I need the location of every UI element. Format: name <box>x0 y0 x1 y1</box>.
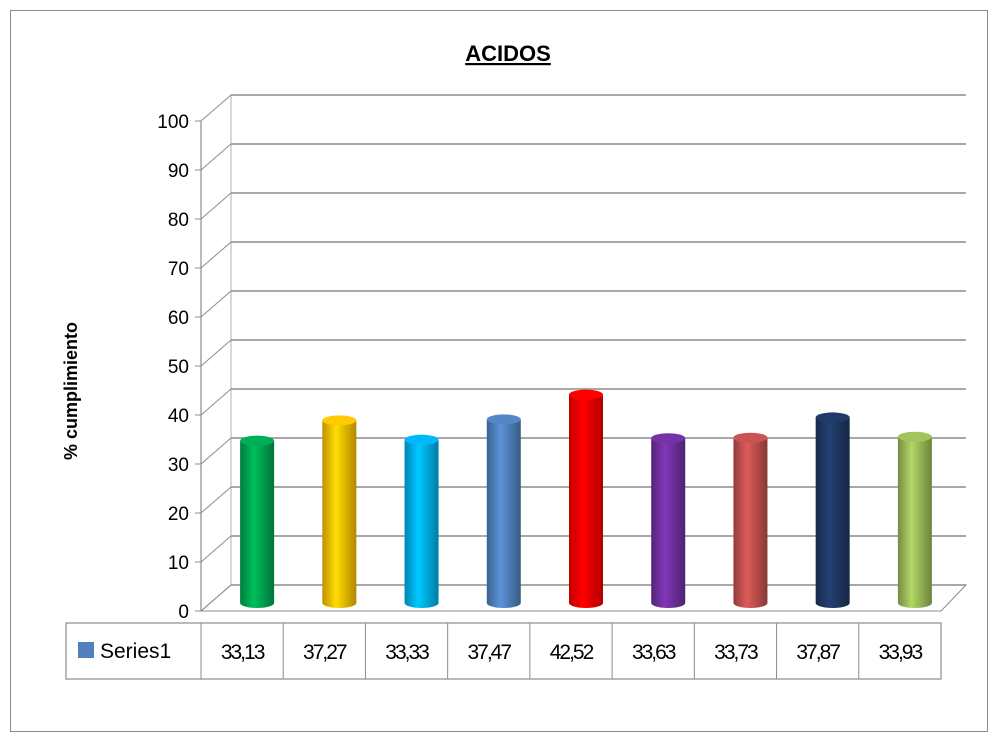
bar-body <box>569 394 603 608</box>
bar-layer <box>240 389 932 608</box>
bar <box>322 415 357 608</box>
gridline-depth <box>200 143 232 171</box>
bar <box>404 434 439 608</box>
bar-top <box>322 415 357 426</box>
bar-body <box>815 417 850 608</box>
y-tick-label: 100 <box>157 112 189 133</box>
gridline-depth <box>200 535 232 563</box>
bar <box>486 414 521 608</box>
chart-svg: 0 10 20 30 40 50 60 70 80 90 100 Series1 33,13 37,27… <box>61 41 968 680</box>
y-tick-label: 30 <box>168 455 189 476</box>
y-tick-label: 50 <box>168 357 189 378</box>
table-value: 37,47 <box>467 641 511 664</box>
bar <box>240 435 275 608</box>
chart-area: 0 10 20 30 40 50 60 70 80 90 100 Series1 33,13 37,27… <box>10 10 988 732</box>
data-table: Series1 33,13 37,27 33,33 37,47 42,52 33,63 33,… <box>65 622 942 680</box>
y-tick-label: 10 <box>168 553 189 574</box>
bar <box>897 431 932 608</box>
bar-top <box>733 432 768 443</box>
bar-body <box>733 437 768 608</box>
gridline-depth <box>200 192 232 220</box>
floor <box>199 584 968 612</box>
bar-body <box>240 440 275 608</box>
y-tick-label: 90 <box>168 161 189 182</box>
bar-body <box>651 438 686 608</box>
table-value: 33,63 <box>632 641 676 664</box>
bar-body <box>322 420 357 608</box>
chart-title: ACIDOS <box>465 41 551 66</box>
table-value: 37,87 <box>796 641 840 664</box>
table-value: 33,33 <box>385 641 429 664</box>
bar-body <box>404 439 439 608</box>
bar <box>569 389 603 608</box>
table-value: 33,93 <box>879 641 923 664</box>
gridline-depth <box>200 486 232 514</box>
bar-top <box>486 414 521 425</box>
bar-body <box>897 436 932 608</box>
y-tick-label: 70 <box>168 259 189 280</box>
table-value: 33,73 <box>714 641 758 664</box>
bar <box>815 412 850 608</box>
y-tick-label: 0 <box>178 602 189 623</box>
y-axis-label: % cumplimiento <box>61 322 81 460</box>
gridline-depth <box>200 290 232 318</box>
gridline-depth <box>200 241 232 269</box>
table-border <box>65 622 942 680</box>
y-tick-label: 80 <box>168 210 189 231</box>
gridline-depth <box>200 437 232 465</box>
bar-top <box>240 435 275 446</box>
bar-top <box>897 431 932 442</box>
y-tick-label: 60 <box>168 308 189 329</box>
gridline-depth <box>200 388 232 416</box>
bar-body <box>486 419 521 608</box>
bar-top <box>815 412 850 423</box>
gridline-depth <box>200 339 232 367</box>
bar-top <box>651 433 686 444</box>
legend-series-label: Series1 <box>100 640 171 663</box>
table-value: 42,52 <box>550 641 594 664</box>
y-tick-label: 20 <box>168 504 189 525</box>
table-value: 33,13 <box>221 641 265 664</box>
table-value: 37,27 <box>303 641 347 664</box>
bar <box>733 432 768 608</box>
y-tick-label: 40 <box>168 406 189 427</box>
bar-top <box>404 434 439 445</box>
gridline-depth <box>200 94 232 122</box>
bar <box>651 433 686 608</box>
legend-swatch <box>78 642 94 658</box>
axis-layer: 0 10 20 30 40 50 60 70 80 90 100 <box>157 112 202 623</box>
bar-top <box>569 389 603 400</box>
